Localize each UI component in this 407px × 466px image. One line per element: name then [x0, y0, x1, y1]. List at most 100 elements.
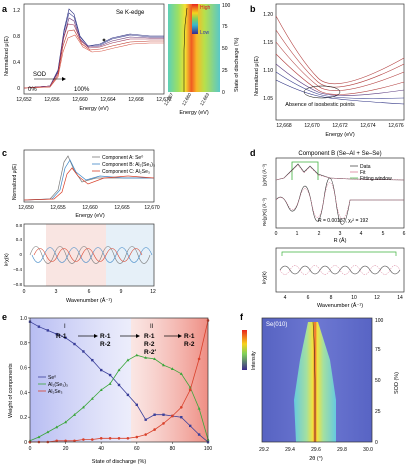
reaction-1-r1: R-1 [56, 333, 67, 340]
chi-r-real-fit [275, 182, 404, 219]
e-point-2-15 [162, 422, 165, 425]
panel-c-top-xtick-1: 12,655 [50, 205, 66, 211]
panel-d-top-xlabel: R (Å) [334, 237, 347, 244]
legend-e-al2se33: Al₂(Se₃)₃ [48, 382, 68, 388]
panel-e-plot: 0 20 40 60 80 100 0 0.2 0.4 0.6 0.8 1.0 [20, 316, 212, 452]
e-point-0-12 [135, 403, 138, 406]
e-xtick-2: 40 [98, 446, 104, 452]
panel-a-frame [23, 3, 165, 95]
isosbestic-region [303, 85, 341, 99]
e-ytick-2: 0.4 [20, 390, 27, 396]
e-point-1-4 [64, 420, 68, 424]
f-xtick-4: 30.0 [363, 447, 373, 453]
panel-d-bottom-xtick-4: 12 [374, 295, 380, 301]
colorbar-low-overlay: Low [200, 30, 210, 36]
e-point-0-3 [55, 332, 58, 336]
panel-label-b: b [250, 4, 256, 14]
sod-label: SOD [33, 72, 47, 78]
panel-c-top-xtick-3: 12,665 [114, 205, 130, 211]
panel-label-f: f [240, 312, 244, 322]
map-ytick-0: 0 [222, 90, 225, 96]
e-ytick-1: 0.2 [20, 415, 27, 421]
map-ytick-3: 75 [222, 24, 228, 30]
panel-c-bottom-frame [23, 223, 155, 287]
reaction-2-r1: R-1 [100, 333, 111, 340]
panel-b-xlabel: Energy (eV) [325, 132, 355, 138]
f-intensity-label: Intensity [251, 351, 257, 370]
chi-r-magnitude [275, 163, 405, 181]
panel-d-bottom-xtick-2: 8 [330, 295, 333, 301]
e-point-1-2 [46, 430, 50, 434]
map-ytick-2: 50 [222, 46, 228, 52]
kspace-c [33, 248, 143, 262]
e-point-0-1 [37, 325, 41, 328]
e-point-0-17 [180, 416, 183, 419]
b-curve-2 [275, 29, 405, 88]
panel-a-xtick-2: 12,660 [72, 97, 88, 103]
legend-e-al2se3: Al₂Se₃ [48, 389, 63, 395]
panel-b-ytick-2: 1.15 [263, 40, 273, 46]
map-xtick-2: 12,663 [199, 92, 210, 107]
panel-b-ytick-0: 1.05 [263, 96, 273, 102]
e-ytick-3: 0.6 [20, 366, 27, 372]
e-point-2-6 [82, 438, 85, 441]
panel-c-bottom-window [46, 224, 106, 286]
panel-d-bottom-xtick-3: 10 [351, 295, 357, 301]
b-curve-4 [275, 53, 405, 95]
panel-b-xtick-1: 12,670 [304, 123, 320, 129]
f-xtick-0: 29.2 [259, 447, 269, 453]
panel-c-top-xtick-0: 12,650 [18, 205, 34, 211]
b-curve-7 [275, 79, 405, 105]
e-point-1-8 [99, 388, 103, 392]
e-ytick-4: 0.8 [20, 341, 27, 347]
reaction-2-r2: R-2 [100, 341, 111, 348]
panel-c-bottom-xtick-2: 6 [88, 289, 91, 295]
panel-f: f Intensity Se(010) 0 25 50 75 100 SOD (… [240, 312, 400, 462]
f-xtick-3: 29.8 [337, 447, 347, 453]
panel-a-ytick-2: 0.8 [13, 34, 20, 40]
panel-d-ylabel-2: Re[χ(R)] (Å⁻³) [261, 198, 267, 226]
e-xtick-0: 0 [29, 446, 32, 452]
panel-c-bottom-xlabel: Wavenumber (Å⁻¹) [66, 297, 112, 304]
e-point-1-6 [81, 405, 85, 409]
panel-label-d: d [250, 148, 256, 158]
panel-b: b Absence of isosbestic points Normalize… [250, 3, 405, 138]
e-point-1-16 [170, 367, 174, 370]
legend-c-a: Component A: Se⁰ [102, 155, 143, 161]
legend-c-c: Component C: Al₂Se₃ [102, 169, 150, 175]
panel-a-map: High Low High Low 0 25 50 75 100 State o… [163, 3, 240, 116]
map-xlabel: Energy (eV) [179, 110, 209, 116]
panel-e-legend: Se⁰ Al₂(Se₃)₃ Al₂Se₃ [38, 375, 68, 395]
f-peak-trace [312, 321, 316, 442]
panel-d-top-xtick-2: 2 [318, 231, 321, 237]
panel-a-curves [23, 8, 164, 89]
panel-a-ytick-1: 0.4 [13, 60, 20, 66]
panel-c-bottom-ylabel: k²χ(k) [4, 253, 10, 266]
panel-d-bottom-frame [275, 247, 405, 293]
panel-d-bottom-ylabel: k²χ(k) [262, 271, 268, 284]
panel-d: d Component B (Se–Al + Se–Se) Data Fit F… [250, 148, 406, 309]
panel-label-c: c [2, 148, 7, 158]
e-point-1-7 [90, 397, 94, 400]
panel-c-bottom-xtick-4: 12 [150, 289, 156, 295]
panel-a-xtick-0: 12,652 [16, 97, 32, 103]
e-point-1-5 [73, 413, 76, 416]
e-point-2-5 [73, 439, 76, 443]
panel-c-bottom-xtick-0: 0 [23, 289, 26, 295]
stage-ii-background [131, 318, 208, 442]
panel-b-xtick-3: 12,674 [360, 123, 376, 129]
panel-e-xlabel: State of discharge (%) [92, 459, 147, 465]
reaction-4-r2: R-2 [184, 341, 195, 348]
e-point-2-19 [197, 357, 201, 361]
panel-b-frame [275, 3, 405, 121]
panel-a-xtick-5: 12,672 [156, 97, 172, 103]
panel-c-bottom-xtick-3: 9 [120, 289, 123, 295]
panel-f-title: Se(010) [266, 322, 287, 328]
panel-d-bottom-xtick-0: 4 [284, 295, 287, 301]
e-point-2-7 [91, 438, 94, 441]
panel-c-bottom-ytick-1: −0.4 [13, 267, 22, 272]
e-ytick-5: 1.0 [20, 316, 27, 322]
map-xtick-0: 12,657 [163, 92, 174, 107]
